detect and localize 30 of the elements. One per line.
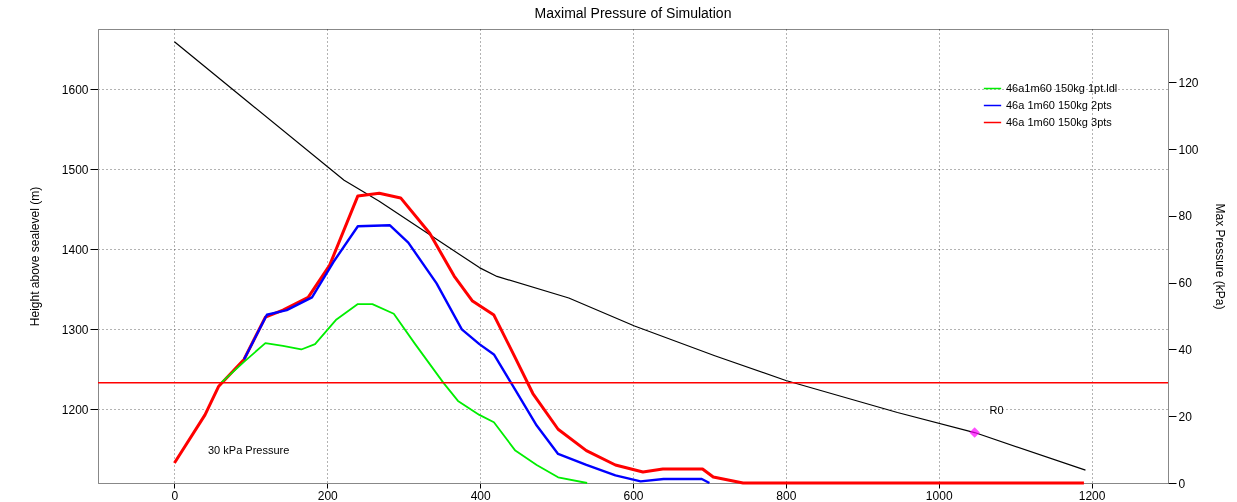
x-tick-label: 1200 (1078, 488, 1106, 502)
y-tick-label: 1300 (61, 322, 89, 337)
chart-title: Maximal Pressure of Simulation (534, 5, 732, 21)
y-tick-label: 1200 (61, 402, 89, 417)
y2-tick-label: 60 (1178, 276, 1193, 291)
y2-tick-label: 0 (1178, 476, 1186, 491)
line-series (173, 41, 1087, 471)
y-tick-label: 1600 (61, 82, 89, 97)
legend-label: 46a 1m60 150kg 3pts (1006, 115, 1113, 128)
y2-tick-label: 100 (1178, 142, 1199, 157)
x-tick-label: 200 (317, 488, 339, 502)
annotation: 30 kPa Pressure (208, 444, 290, 456)
x-tick-label: 1000 (925, 488, 953, 502)
y-axis-title: Height above sealevel (m) (27, 186, 42, 327)
y2-axis-title: Max Pressure (kPa) (1212, 203, 1227, 310)
y2-tick-label: 120 (1178, 75, 1199, 90)
x-tick-label: 600 (623, 488, 644, 502)
x-tick-label: 800 (776, 488, 797, 502)
y-tick-label: 1500 (61, 162, 89, 177)
y2-tick-label: 80 (1178, 209, 1193, 224)
y-tick-label: 1400 (61, 242, 89, 257)
y2-tick-label: 40 (1178, 342, 1193, 357)
line-series (220, 303, 589, 484)
x-tick-label: 400 (470, 488, 491, 502)
y2-tick-label: 20 (1178, 409, 1193, 424)
series-label: R0 (989, 403, 1004, 416)
line-series (242, 224, 711, 485)
legend-label: 46a1m60 150kg 1pt.ldl (1006, 81, 1118, 94)
x-tick-label: 0 (171, 488, 179, 502)
legend-label: 46a 1m60 150kg 2pts (1006, 98, 1113, 111)
